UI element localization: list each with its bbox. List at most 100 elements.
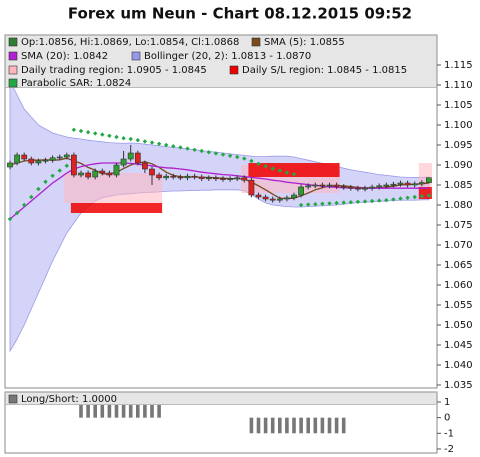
legend-label: SMA (5): 1.0855 [264, 37, 345, 48]
sar-dot [57, 168, 62, 173]
candle-body [205, 177, 212, 180]
bar [128, 402, 133, 418]
bar [320, 417, 325, 434]
bar [121, 402, 126, 418]
y-tick-label: 1.050 [444, 320, 473, 331]
bar [86, 402, 90, 418]
candle-body [418, 182, 425, 185]
candle-body [262, 196, 269, 200]
candle-body [369, 186, 375, 189]
legend-swatch [8, 37, 18, 47]
sar-dot [142, 139, 148, 144]
sar-dot [355, 199, 361, 204]
candle-body [127, 152, 134, 160]
sar-dot [313, 202, 318, 207]
sar-dot [405, 195, 410, 200]
sar-dot [135, 138, 140, 143]
y-tick-label: 1.065 [444, 260, 473, 271]
bar [270, 417, 275, 434]
legend-label: Daily trading region: 1.0905 - 1.0845 [21, 65, 207, 76]
candle-body [255, 194, 262, 198]
sar-dot [284, 170, 290, 175]
sar-dot [256, 161, 261, 166]
sar-dot [249, 158, 254, 164]
sar-dot [178, 145, 183, 150]
sar-dot [43, 179, 48, 184]
sar-dot [348, 200, 353, 205]
candle-body [347, 187, 354, 189]
candle-body [326, 184, 333, 187]
candle-body [14, 154, 20, 164]
candle-body [362, 187, 368, 190]
sar-dot [121, 136, 126, 141]
sar-dot [263, 164, 268, 169]
candle-body [340, 186, 347, 188]
candle-body [354, 187, 361, 190]
candle-body [227, 178, 233, 180]
y-tick-label: 1.100 [444, 120, 473, 131]
y-tick-label: 1.095 [444, 140, 473, 151]
y-tick-label: 1.080 [444, 200, 473, 211]
bar [341, 417, 346, 434]
y-tick-label: 1 [444, 397, 450, 408]
candle-body [28, 158, 35, 164]
candle-body [113, 164, 120, 176]
legend-swatch [229, 65, 239, 75]
y-tick-label: 1.045 [444, 340, 473, 351]
sar-dot [22, 202, 27, 208]
bar [278, 417, 282, 434]
y-tick-label: 0 [444, 413, 450, 424]
y-tick-label: 1.090 [444, 160, 473, 171]
sar-dot [107, 133, 112, 138]
bar [249, 417, 254, 434]
y-tick-label: 1.040 [444, 360, 473, 371]
bar [136, 402, 140, 418]
sar-dot [171, 144, 176, 149]
sar-dot [291, 172, 297, 177]
bar [285, 417, 289, 434]
region [70, 203, 163, 213]
sar-dot [341, 200, 346, 205]
candle-body [283, 197, 290, 200]
candle-body [134, 152, 141, 164]
sar-dot [185, 146, 190, 151]
legend-label: Op:1.0856, Hi:1.0869, Lo:1.0854, Cl:1.08… [21, 37, 239, 48]
sar-dot [128, 136, 133, 142]
legend-label: SMA (20): 1.0842 [21, 51, 108, 62]
candle-body [404, 182, 411, 186]
bar [292, 417, 296, 434]
candle-body [269, 198, 276, 201]
sar-dot [306, 202, 311, 207]
sar-dot [85, 130, 91, 135]
bar [263, 417, 268, 434]
chart-title: Forex um Neun - Chart 08.12.2015 09:52 [68, 5, 412, 23]
candle-body [21, 154, 28, 160]
candle-body [99, 170, 106, 174]
bar [93, 402, 97, 418]
y-tick-label: 1.035 [444, 380, 473, 391]
candle-body [71, 154, 77, 176]
bar [114, 402, 119, 418]
legend-label: Long/Short: 1.0000 [21, 394, 117, 405]
legend-label: Daily S/L region: 1.0845 - 1.0815 [242, 65, 407, 76]
candle-body [35, 160, 42, 164]
candle-body [85, 172, 91, 178]
legend-swatch [131, 51, 141, 61]
sar-dot [164, 142, 169, 148]
sar-dot [149, 140, 155, 145]
region [63, 173, 163, 203]
sar-dot [71, 127, 77, 132]
sar-dot [369, 198, 375, 204]
candle-body [177, 176, 184, 179]
legend-swatch [8, 65, 18, 75]
candle-body [425, 177, 432, 183]
candle-body [156, 174, 162, 179]
candle-body [78, 172, 84, 176]
candle-body [191, 175, 198, 178]
sar-dot [419, 194, 424, 199]
candle-body [7, 162, 13, 168]
sar-dot [100, 132, 105, 137]
sar-dot [78, 128, 84, 134]
candle-body [220, 178, 226, 180]
sar-dot [14, 210, 20, 216]
